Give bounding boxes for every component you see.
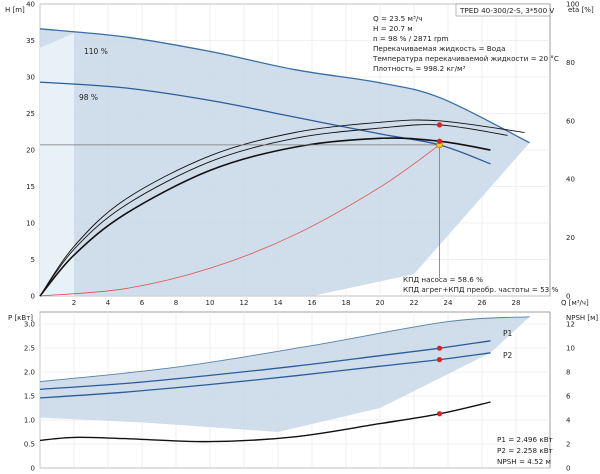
y-tick-label-right: 0 [566, 293, 570, 301]
x-tick-label: 6 [140, 299, 145, 307]
y-tick-label-left: 2.5 [24, 345, 35, 353]
efficiency-point-marker [436, 122, 443, 128]
info-line: n = 98 % / 2871 rpm [373, 34, 449, 43]
power-info-line: NPSH = 4.52 м [497, 457, 551, 466]
y-tick-label-right: 8 [566, 369, 570, 377]
y-tick-label-left: 2.0 [24, 369, 35, 377]
operating-range-band [40, 28, 530, 297]
x-tick-label: 10 [206, 299, 215, 307]
y-axis-title-npsh: NPSH [м] [566, 314, 598, 322]
y-tick-label-left: 0 [31, 293, 35, 301]
y-tick-label-left: 35 [26, 37, 35, 45]
lower-tick-labels: 0 0.5 1.0 1.5 2.0 2.5 3.0 0 2 4 6 8 10 12 [24, 321, 575, 473]
chart-title: TPED 40-300/2-S, 3*500 V [459, 6, 554, 15]
power-info-line: P1 = 2.496 кВт [497, 435, 553, 444]
series-line [39, 401, 491, 443]
series-line [39, 119, 525, 297]
y-tick-label-right: 60 [566, 117, 575, 125]
lower-operating-range [40, 316, 530, 432]
y-tick-label-right: 6 [566, 393, 571, 401]
info-line: Температура перекачиваемой жидкости = 20… [372, 54, 559, 63]
y-tick-label-left: 5 [31, 256, 35, 264]
y-tick-label-right: 0 [566, 465, 570, 473]
series-label-110: 110 % [84, 47, 108, 56]
power-envelope-line [39, 316, 530, 383]
x-tick-label: 20 [376, 299, 385, 307]
p2-point-marker [436, 357, 443, 363]
npsh-point-marker [436, 411, 443, 417]
p1-point-marker [436, 345, 443, 351]
y-tick-label-left: 1.0 [24, 417, 35, 425]
y-tick-label-right: 40 [566, 176, 575, 184]
power-info-line: P2 = 2.258 кВт [497, 446, 553, 455]
series-line [39, 137, 491, 297]
upper-operating-range [40, 28, 530, 297]
y-axis-title-eta: eta [%] [568, 6, 594, 14]
efficiency-point-marker [436, 138, 443, 144]
upper-curves [39, 28, 530, 297]
x-tick-label: 24 [444, 299, 453, 307]
info-line: Перекачиваемая жидкость = Вода [373, 44, 506, 53]
y-tick-label-left: 0.5 [24, 441, 35, 449]
y-tick-label-right: 12 [566, 321, 575, 329]
series-line [39, 124, 508, 297]
x-tick-label: 2 [72, 299, 76, 307]
y-tick-label-right: 2 [566, 441, 570, 449]
y-axis-title-head: H [m] [5, 6, 25, 14]
y-tick-label-right: 4 [566, 417, 571, 425]
y-tick-label-right: 80 [566, 59, 575, 67]
efficiency-line: КПД агрег+КПД преобр. частоты = 53 % [403, 285, 558, 294]
title-box [455, 3, 551, 17]
y-tick-label-left: 40 [26, 1, 35, 9]
lower-curves [39, 316, 530, 443]
series-label-98: 98 % [79, 93, 98, 102]
x-tick-label: 8 [174, 299, 178, 307]
y-tick-label-left: 10 [26, 220, 35, 228]
x-tick-label: 22 [410, 299, 419, 307]
series-line [39, 144, 440, 297]
x-axis-title: Q [м³/ч] [561, 299, 589, 307]
info-line: Q = 23.5 м³/ч [373, 14, 423, 23]
info-line: H = 20.7 м [373, 24, 413, 33]
x-tick-label: 18 [342, 299, 351, 307]
x-tick-label: 16 [308, 299, 317, 307]
series-label-p2: P2 [503, 351, 513, 360]
info-line: Плотность = 998.2 кг/м³ [373, 64, 465, 73]
y-tick-label-left: 3.0 [24, 321, 35, 329]
low-flow-region [40, 33, 74, 296]
x-tick-label: 28 [512, 299, 521, 307]
y-tick-label-left: 0 [31, 465, 35, 473]
y-tick-label-left: 25 [26, 110, 35, 118]
y-tick-label-right: 100 [566, 1, 579, 9]
series-label-p1: P1 [503, 329, 513, 338]
power-range-band [40, 316, 530, 432]
y-tick-label-right: 10 [566, 345, 575, 353]
x-tick-label: 4 [106, 299, 111, 307]
y-tick-label-right: 20 [566, 234, 575, 242]
y-tick-label-left: 20 [26, 147, 35, 155]
y-tick-label-left: 30 [26, 74, 35, 82]
y-tick-label-left: 15 [26, 183, 35, 191]
upper-tick-labels: 2 4 6 8 10 12 14 16 18 20 22 24 26 280510152025303540… [26, 1, 579, 308]
y-axis-title-power: P [кВт] [8, 314, 33, 322]
y-tick-label-left: 1.5 [24, 393, 35, 401]
head-efficiency-panel: 2 4 6 8 10 12 14 16 18 20 22 24 26 280510152025303540… [5, 1, 594, 308]
x-tick-label: 26 [478, 299, 487, 307]
x-tick-label: 14 [274, 299, 283, 307]
efficiency-line: КПД насоса = 58.6 % [403, 275, 483, 284]
x-tick-label: 12 [240, 299, 249, 307]
series-line [39, 28, 530, 144]
power-npsh-panel: 0 0.5 1.0 1.5 2.0 2.5 3.0 0 2 4 6 8 10 12 P [кВт] NPS… [8, 311, 598, 473]
